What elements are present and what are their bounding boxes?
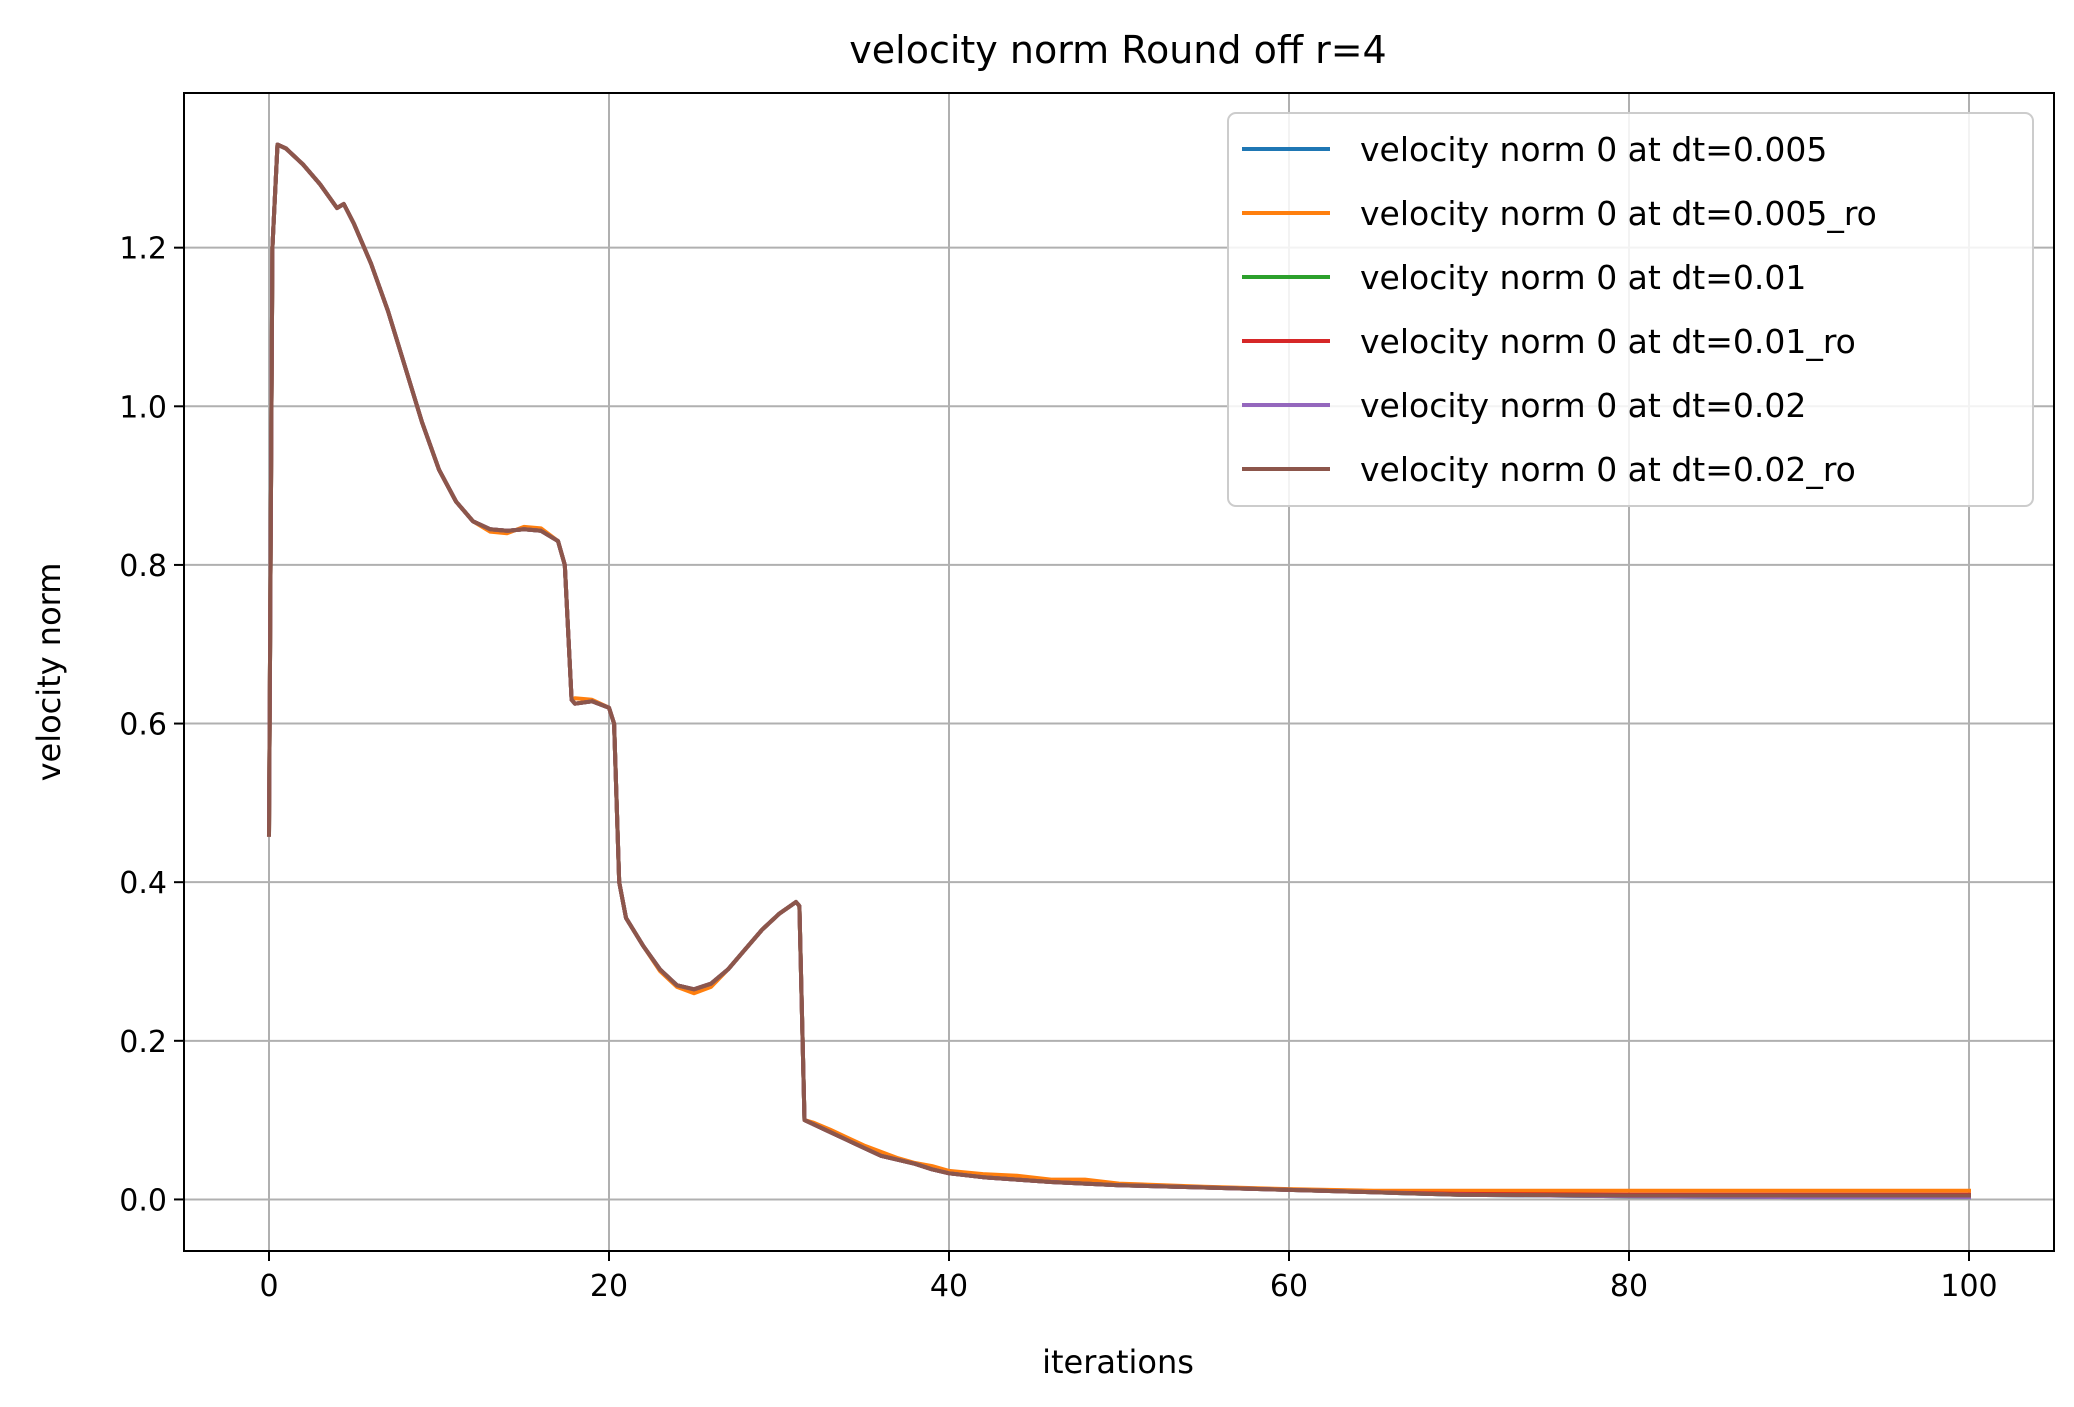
y-axis-ticks: 0.0 0.2 0.4 0.6 0.8 1.0 1.2 [119, 232, 184, 1218]
x-tick-label: 80 [1610, 1269, 1648, 1304]
legend-label: velocity norm 0 at dt=0.01 [1360, 258, 1806, 297]
legend-label: velocity norm 0 at dt=0.02 [1360, 386, 1806, 425]
legend: velocity norm 0 at dt=0.005 velocity norm… [1227, 112, 2034, 507]
y-tick-label: 1.2 [119, 232, 167, 267]
y-tick-label: 0.8 [119, 549, 167, 584]
legend-box [1227, 112, 2034, 507]
x-tick-label: 60 [1270, 1269, 1308, 1304]
legend-label: velocity norm 0 at dt=0.02_ro [1360, 450, 1856, 489]
legend-label: velocity norm 0 at dt=0.005_ro [1360, 194, 1877, 233]
legend-label: velocity norm 0 at dt=0.01_ro [1360, 322, 1856, 361]
x-tick-label: 0 [259, 1269, 278, 1304]
y-tick-label: 0.0 [119, 1183, 167, 1218]
grid-lines [184, 93, 2054, 1251]
x-axis-title: iterations [1042, 1343, 1194, 1381]
x-tick-label: 20 [590, 1269, 628, 1304]
y-tick-label: 0.6 [119, 708, 167, 743]
series-lines [266, 142, 1971, 1200]
y-tick-label: 0.4 [119, 866, 167, 901]
x-tick-label: 100 [1940, 1269, 1997, 1304]
chart-title: velocity norm Round off r=4 [849, 28, 1386, 72]
x-tick-label: 40 [930, 1269, 968, 1304]
y-axis-title: velocity norm [30, 563, 68, 782]
y-tick-label: 0.2 [119, 1025, 167, 1060]
x-axis-ticks: 0 20 40 60 80 100 [259, 1251, 1998, 1304]
y-tick-label: 1.0 [119, 390, 167, 425]
series-line-5 [266, 142, 1971, 1198]
legend-label: velocity norm 0 at dt=0.005 [1360, 130, 1827, 169]
plot-area-frame [183, 92, 2055, 1252]
